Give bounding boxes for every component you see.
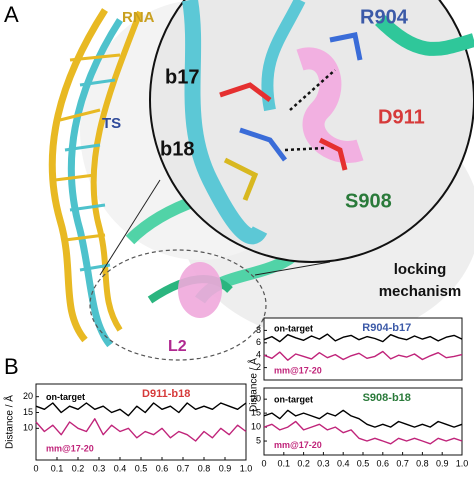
r904-label: R904 [360, 6, 409, 28]
series-line [263, 420, 463, 445]
series-line [35, 418, 247, 442]
y-tick-label: 15 [23, 407, 33, 417]
legend-label: mm@17-20 [274, 440, 322, 450]
panel-a-labels: A RNA TS b17 b18 R904 D911 S908 locking … [4, 2, 461, 379]
x-tick-label: 0.4 [114, 463, 127, 473]
y-tick-label: 15 [251, 408, 261, 418]
mechanism-label: mechanism [379, 283, 462, 300]
molecular-render [48, 0, 474, 361]
x-tick-label: 0.8 [198, 463, 211, 473]
y-tick-label: 10 [251, 421, 261, 431]
y-tick-label: 4 [256, 350, 261, 360]
y-axis-label: Distance / Å [247, 358, 260, 412]
x-tick-label: 0.7 [177, 463, 190, 473]
x-tick-label: 0.3 [93, 463, 106, 473]
legend-label: on-target [46, 392, 85, 402]
d911-label: D911 [378, 106, 425, 128]
panel-label: B [4, 354, 19, 379]
ts-label: TS [102, 115, 121, 132]
s908-label: S908 [345, 190, 392, 212]
x-tick-label: 0.5 [135, 463, 148, 473]
b17-label: b17 [165, 66, 199, 88]
x-tick-label: 0.7 [396, 458, 409, 468]
mechanism-label: locking [394, 261, 447, 278]
x-tick-label: 0.8 [416, 458, 429, 468]
y-tick-label: 10 [23, 423, 33, 433]
x-tick-label: 0.3 [317, 458, 330, 468]
y-tick-label: 20 [23, 391, 33, 401]
x-tick-label: 0.6 [377, 458, 390, 468]
x-tick-label: 0.2 [72, 463, 85, 473]
legend-label: mm@17-20 [46, 444, 94, 454]
x-tick-label: 0.6 [156, 463, 169, 473]
legend-label: on-target [274, 324, 313, 334]
y-tick-label: 6 [256, 337, 261, 347]
y-tick-label: 20 [251, 394, 261, 404]
x-tick-label: 0 [261, 458, 266, 468]
x-tick-label: 0.9 [436, 458, 449, 468]
series-line [35, 402, 247, 417]
x-tick-label: 0.4 [337, 458, 350, 468]
rna-label: RNA [122, 9, 155, 26]
legend-label: on-target [274, 394, 313, 404]
chart-title: S908-b18 [363, 392, 411, 404]
y-tick-label: 5 [256, 435, 261, 445]
x-tick-label: 0.1 [51, 463, 64, 473]
x-tick-label: 0 [33, 463, 38, 473]
x-tick-label: 1.0 [456, 458, 469, 468]
x-tick-label: 0.5 [357, 458, 370, 468]
plot-area [35, 383, 247, 461]
x-tick-label: 0.2 [297, 458, 310, 468]
x-tick-label: 1.0 [240, 463, 253, 473]
panel-label: A [4, 2, 19, 27]
y-axis-label: Distance / Å [3, 395, 16, 449]
chart-title: R904-b17 [362, 322, 411, 334]
x-tick-label: 0.9 [219, 463, 232, 473]
y-tick-label: 2 [256, 362, 261, 372]
series-line [263, 350, 463, 361]
x-tick-label: 0.1 [278, 458, 291, 468]
chart-title: D911-b18 [142, 388, 190, 400]
plot-area [263, 317, 463, 381]
series-line [263, 333, 463, 343]
b18-label: b18 [160, 138, 194, 160]
legend-label: mm@17-20 [274, 366, 322, 376]
l2-label: L2 [168, 338, 187, 355]
y-tick-label: 8 [256, 325, 261, 335]
series-line [263, 409, 463, 428]
